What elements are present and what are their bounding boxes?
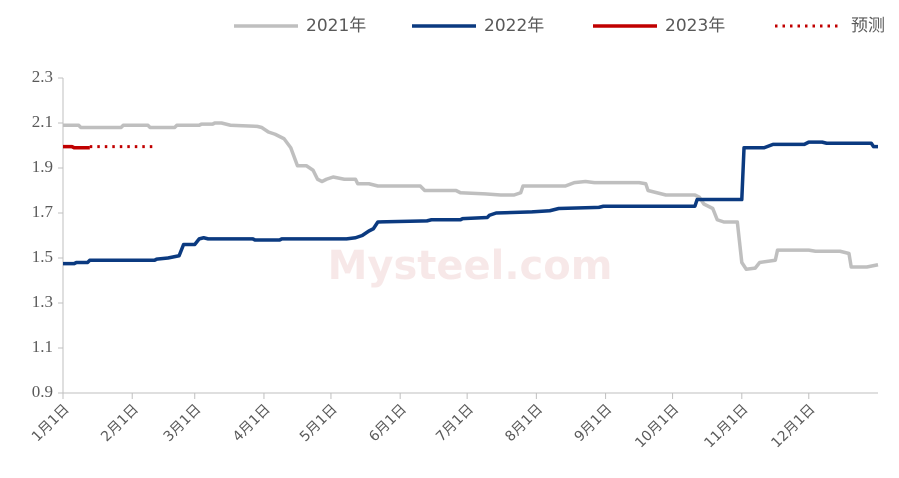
- line-series: [63, 144, 90, 150]
- y-tick-label: 2.3: [32, 67, 53, 86]
- y-tick-label: 1.5: [32, 247, 53, 266]
- line-series: [63, 121, 879, 271]
- x-tick-label: 6月1日: [366, 401, 410, 445]
- line-series: [63, 140, 878, 266]
- x-tick-label: 11月1日: [701, 401, 751, 451]
- x-tick-label: 4月1日: [230, 401, 274, 445]
- x-tick-label: 12月1日: [768, 401, 818, 451]
- y-tick-label: 2.1: [32, 112, 53, 131]
- x-tick-label: 1月1日: [29, 401, 73, 445]
- legend-label: 2021年: [306, 16, 366, 36]
- legend-label: 2023年: [665, 16, 725, 36]
- y-tick-label: 0.9: [32, 382, 53, 401]
- x-tick-label: 2月1日: [98, 401, 142, 445]
- y-tick-label: 1.3: [32, 292, 53, 311]
- x-tick-label: 9月1日: [572, 401, 616, 445]
- watermark: Mysteel.com: [328, 243, 613, 289]
- y-tick-label: 1.9: [32, 157, 53, 176]
- x-tick-label: 7月1日: [433, 401, 477, 445]
- x-tick-label: 10月1日: [632, 401, 682, 451]
- y-tick-label: 1.1: [32, 337, 53, 356]
- y-tick-label: 1.7: [32, 202, 54, 221]
- legend-label: 2022年: [484, 16, 544, 36]
- x-tick-label: 8月1日: [502, 401, 546, 445]
- legend-label: 预测: [851, 16, 885, 36]
- x-tick-label: 3月1日: [161, 401, 205, 445]
- x-tick-label: 5月1日: [297, 401, 341, 445]
